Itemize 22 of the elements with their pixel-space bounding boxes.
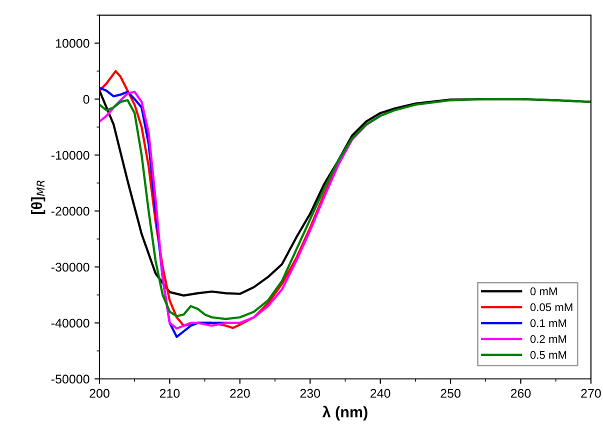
y-tick-label: -10000 (51, 150, 90, 160)
x-tick-label: 230 (300, 388, 320, 398)
y-tick-label: -40000 (51, 318, 90, 328)
y-tick-label: -50000 (51, 374, 90, 384)
x-tick-label: 200 (90, 388, 110, 398)
x-tick-label: 250 (440, 388, 460, 398)
legend-label: 0.5 mM (530, 351, 566, 359)
x-tick-label: 220 (230, 388, 250, 398)
x-tick-label: 240 (370, 388, 390, 398)
legend-label: 0 mM (530, 287, 557, 296)
y-tick-label: 10000 (56, 38, 90, 48)
y-tick-label: 0 (83, 94, 90, 104)
x-tick-label: 260 (510, 388, 531, 398)
x-tick-label: 270 (581, 388, 601, 398)
legend-label: 0.05 mM (530, 303, 572, 312)
x-axis-title: λ (nm) (322, 406, 368, 420)
y-tick-label: -30000 (51, 262, 90, 272)
legend-label: 0.2 mM (530, 335, 566, 343)
x-tick-label: 210 (160, 388, 180, 398)
y-axis-title: [θ]$_{MR}$ (30, 180, 46, 214)
legend-label: 0.1 mM (530, 319, 566, 328)
y-tick-label: -20000 (51, 206, 90, 216)
